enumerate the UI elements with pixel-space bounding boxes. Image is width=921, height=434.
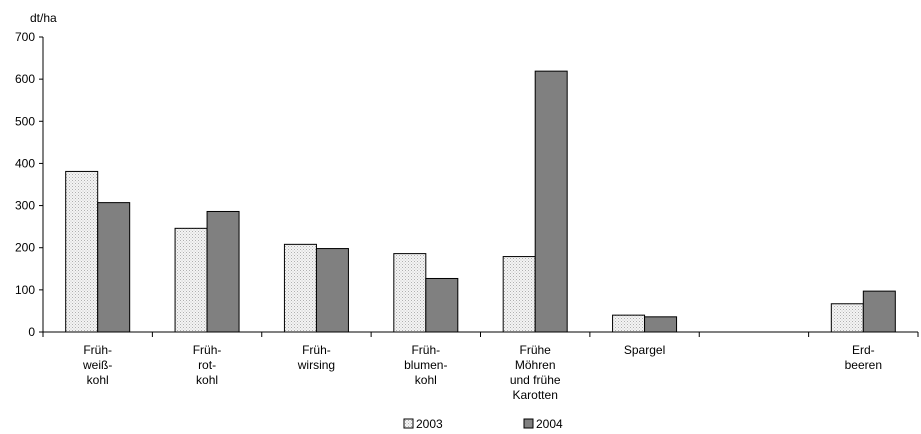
y-tick-label: 700 (15, 30, 35, 44)
category-label: Früh- (193, 343, 222, 357)
bar-2004-7 (862, 290, 896, 333)
y-axis-unit-label: dt/ha (30, 11, 57, 25)
category-label: kohl (415, 373, 437, 387)
bar-2003-7 (830, 303, 864, 333)
legend-swatch-2003 (403, 418, 414, 429)
bar-2004-0 (97, 202, 131, 333)
category-label: Erd- (852, 343, 875, 357)
category-label: beeren (845, 358, 882, 372)
bar-2004-3 (425, 277, 459, 333)
bar-2004-1 (206, 210, 240, 333)
legend-label-2004: 2004 (536, 417, 563, 431)
category-label: Karotten (513, 388, 558, 402)
y-tick-label: 500 (15, 114, 35, 128)
legend-swatch-2004 (523, 418, 534, 429)
category-label: rot- (198, 358, 216, 372)
bar-2003-0 (65, 170, 99, 333)
category-label: kohl (87, 373, 109, 387)
category-label: kohl (196, 373, 218, 387)
category-label: weiß- (82, 358, 112, 372)
category-label: Spargel (624, 343, 665, 357)
y-tick-label: 0 (28, 325, 35, 339)
bar-2004-4 (534, 70, 568, 333)
category-label: blumen- (404, 358, 447, 372)
category-label: Früh- (83, 343, 112, 357)
category-label: Früh- (411, 343, 440, 357)
y-tick-label: 200 (15, 241, 35, 255)
bar-2003-4 (502, 256, 536, 333)
category-label: wirsing (297, 358, 335, 372)
y-tick-label: 100 (15, 283, 35, 297)
y-tick-label: 600 (15, 72, 35, 86)
category-label: Möhren (515, 358, 556, 372)
category-label: Frühe (520, 343, 552, 357)
bar-2004-5 (644, 316, 678, 333)
y-tick-label: 400 (15, 156, 35, 170)
bar-2003-1 (174, 227, 208, 333)
bar-2004-2 (315, 248, 349, 333)
bar-2003-2 (283, 243, 317, 333)
legend-label-2003: 2003 (416, 417, 443, 431)
bar-2003-3 (393, 253, 427, 333)
category-label: und frühe (510, 373, 561, 387)
y-tick-label: 300 (15, 199, 35, 213)
bar-2003-5 (612, 314, 646, 333)
category-label: Früh- (302, 343, 331, 357)
